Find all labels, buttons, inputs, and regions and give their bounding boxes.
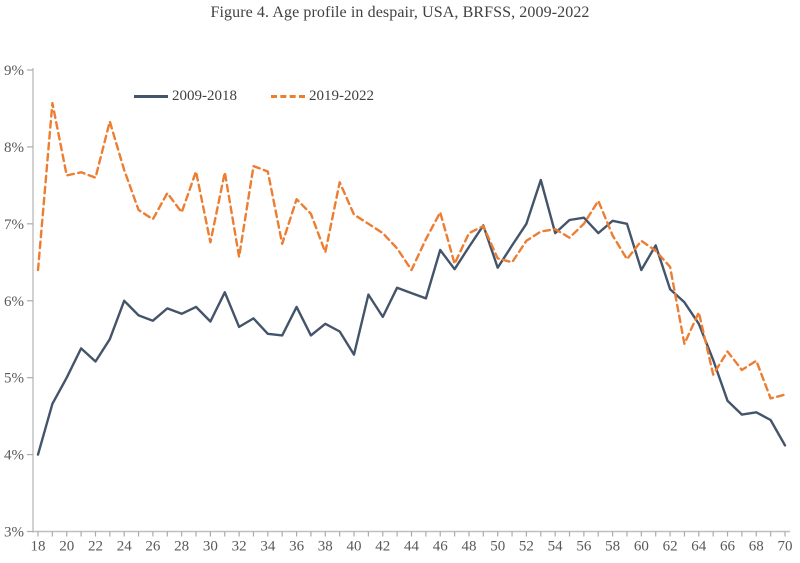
solid-line-swatch bbox=[134, 95, 168, 98]
x-tick-label: 30 bbox=[203, 539, 218, 555]
x-tick-label: 68 bbox=[749, 539, 764, 555]
x-tick-label: 46 bbox=[433, 539, 449, 555]
x-tick-label: 58 bbox=[605, 539, 620, 555]
chart-title: Figure 4. Age profile in despair, USA, B… bbox=[210, 4, 590, 21]
series-line-2019-2022 bbox=[36, 101, 787, 400]
x-tick-label: 44 bbox=[404, 539, 420, 555]
x-tick-label: 24 bbox=[117, 539, 133, 555]
x-tick-label: 52 bbox=[519, 539, 534, 555]
dashed-line-swatch bbox=[271, 95, 305, 98]
x-tick-label: 54 bbox=[548, 539, 564, 555]
x-tick-label: 22 bbox=[88, 539, 103, 555]
x-tick-label: 62 bbox=[663, 539, 678, 555]
x-tick-label: 64 bbox=[691, 539, 707, 555]
x-tick-label: 60 bbox=[634, 539, 649, 555]
x-tick-label: 18 bbox=[31, 539, 46, 555]
x-tick-label: 50 bbox=[490, 539, 505, 555]
y-tick-label: 9% bbox=[4, 63, 24, 79]
x-tick-label: 48 bbox=[461, 539, 476, 555]
legend-label-2009-2018: 2009-2018 bbox=[172, 88, 237, 104]
x-tick-label: 20 bbox=[59, 539, 74, 555]
y-tick-label: 8% bbox=[4, 140, 24, 156]
y-tick-label: 3% bbox=[4, 525, 24, 541]
series-line-2009-2018 bbox=[36, 178, 787, 456]
y-tick-label: 5% bbox=[4, 371, 24, 387]
y-tick-label: 4% bbox=[4, 448, 24, 464]
x-tick-label: 70 bbox=[778, 539, 793, 555]
x-tick-label: 38 bbox=[318, 539, 333, 555]
legend-label-2019-2022: 2019-2022 bbox=[309, 88, 374, 104]
chart-legend: 2009-2018 2019-2022 bbox=[134, 88, 374, 105]
y-tick-label: 7% bbox=[4, 217, 24, 233]
x-tick-label: 34 bbox=[260, 539, 276, 555]
x-tick-label: 66 bbox=[720, 539, 736, 555]
x-tick-label: 40 bbox=[347, 539, 362, 555]
legend-item-2019-2022: 2019-2022 bbox=[271, 88, 374, 105]
x-tick-label: 26 bbox=[145, 539, 161, 555]
y-tick-label: 6% bbox=[4, 294, 24, 310]
legend-item-2009-2018: 2009-2018 bbox=[134, 88, 237, 105]
x-tick-label: 32 bbox=[232, 539, 247, 555]
x-tick-label: 36 bbox=[289, 539, 305, 555]
x-tick-label: 28 bbox=[174, 539, 189, 555]
x-tick-label: 56 bbox=[576, 539, 592, 555]
x-tick-label: 42 bbox=[375, 539, 390, 555]
